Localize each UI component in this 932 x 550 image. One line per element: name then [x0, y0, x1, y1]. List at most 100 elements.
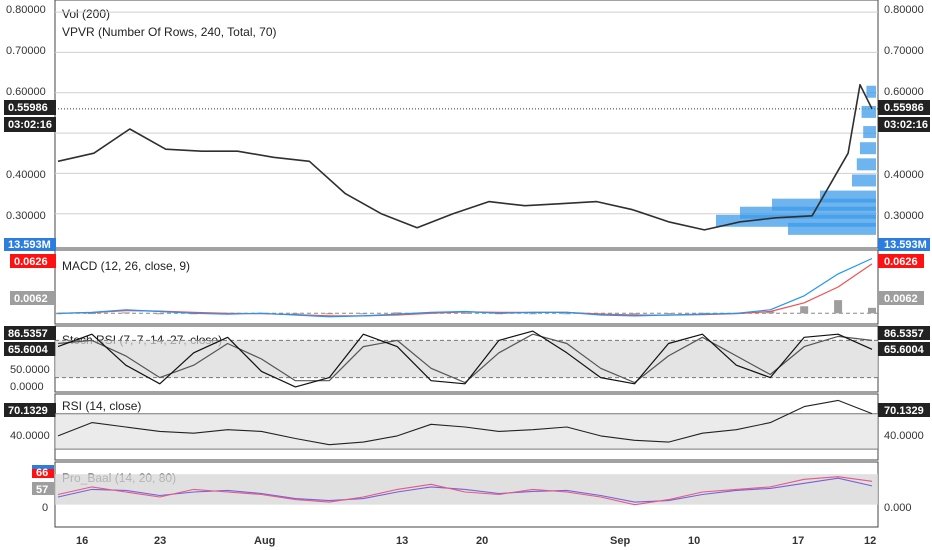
date-axis: 16 23 Aug 13 20 Sep 10 17 12: [76, 535, 876, 547]
countdown-badge-right-text: 03:02:16: [884, 119, 928, 131]
stochrsi-k-badge-right-text: 65.6004: [884, 344, 925, 356]
stochrsi-k-badge-left-text: 65.6004: [8, 344, 49, 356]
rsi-indicator-title[interactable]: RSI (14, close): [62, 399, 141, 413]
macd-panel-frame: [54, 249, 879, 325]
macd-histogram-bar-0: [54, 313, 62, 315]
date-tick-7: 17: [792, 535, 804, 547]
vpvr-bar-7: [860, 142, 876, 155]
stochrsi-k-badge-left: 65.6004: [4, 342, 56, 356]
macd-hist-badge-right-text: 0.0062: [884, 293, 918, 305]
volume-badge-right-text: 13.593M: [884, 239, 927, 251]
price-ytick-right-5: 0.40000: [884, 169, 924, 181]
macd-histogram-bar-23: [834, 300, 843, 314]
price-ytick-right-6: 0.30000: [884, 210, 924, 222]
band-layer: [55, 340, 878, 505]
rsi-ytick-right-0: 40.0000: [884, 430, 924, 442]
date-tick-6: 10: [688, 535, 700, 547]
probaal-ytick-left-0: 0: [42, 502, 48, 514]
date-tick-3: 13: [396, 535, 408, 547]
probaal-badge-b-text: 57: [36, 484, 48, 496]
macd-hist-badge-right: 0.0062: [878, 291, 924, 305]
price-ytick-right-0: 0.80000: [884, 4, 924, 16]
macd-histogram-bar-10: [393, 312, 402, 314]
vpvr-bar-8: [863, 126, 876, 139]
price-ytick-left-0: 0.80000: [6, 4, 46, 16]
macd-histogram-bar-19: [698, 312, 707, 314]
stochrsi-d-line: [57, 333, 873, 384]
vol-indicator-title[interactable]: Vol (200): [62, 7, 110, 21]
rsi-badge-right: 70.1329: [878, 403, 930, 417]
macd-hist-badge-left: 0.0062: [10, 291, 56, 305]
macd-histogram-bar-24: [868, 307, 876, 314]
probaal-line-a: [57, 476, 873, 506]
price-series-line: [57, 83, 873, 231]
date-tick-4: 20: [476, 535, 488, 547]
countdown-badge-left: 03:02:16: [4, 117, 56, 132]
macd-histogram-bar-12: [461, 312, 469, 314]
last-price-badge-left-text: 0.55986: [8, 102, 48, 114]
vpvr-bar-5: [852, 174, 876, 187]
rsi-ytick-left-0: 40.0000: [10, 430, 50, 442]
macd-histogram-bar-3: [155, 313, 164, 315]
macd-badge-left-text: 0.0626: [14, 256, 48, 268]
stochrsi-d-badge-right: 86.5357: [878, 326, 930, 340]
macd-histogram-bar-2: [121, 312, 130, 314]
price-ytick-right-2: 0.60000: [884, 86, 924, 98]
rsi-badge-right-text: 70.1329: [884, 405, 924, 417]
stochrsi-k-badge-right: 65.6004: [878, 342, 930, 356]
vpvr-bar-9: [861, 105, 876, 118]
macd-histogram-bar-22: [800, 306, 809, 314]
price-ytick-left-5: 0.40000: [6, 169, 46, 181]
macd-histogram-bar-17: [630, 313, 639, 315]
vpvr-indicator-title[interactable]: VPVR (Number Of Rows, 240, Total, 70): [62, 25, 277, 39]
vpvr-layer: [716, 85, 876, 235]
stochrsi-ytick-left-1: 0.0000: [10, 381, 44, 393]
macd-histogram-bar-15: [562, 313, 571, 315]
stochrsi-d-badge-left: 86.5357: [4, 326, 56, 340]
probaal-badge-b: 57: [32, 482, 54, 496]
volume-badge-right: 13.593M: [878, 238, 930, 251]
date-tick-0: 16: [76, 535, 88, 547]
macd-histogram-bar-21: [766, 311, 775, 314]
series-layer: [54, 83, 876, 506]
last-price-badge-left: 0.55986: [4, 100, 56, 115]
date-tick-8: 12: [864, 535, 876, 547]
macd-badge-right-text: 0.0626: [884, 256, 918, 268]
volume-badge-left-text: 13.593M: [8, 239, 51, 251]
macd-histogram-bar-14: [528, 313, 537, 315]
volume-badge-left: 13.593M: [4, 238, 56, 251]
rsi-band: [55, 413, 878, 450]
macd-histogram-bar-18: [664, 313, 673, 315]
probaal-line-b: [57, 477, 873, 503]
probaal-ytick-right-0: 0.000: [884, 502, 912, 514]
macd-histogram-bar-1: [87, 313, 96, 315]
price-ytick-left-6: 0.30000: [6, 210, 46, 222]
vpvr-bar-6: [856, 158, 876, 171]
macd-badge-left: 0.0626: [10, 254, 56, 268]
macd-indicator-title[interactable]: MACD (12, 26, close, 9): [62, 259, 190, 273]
stochrsi-k-line: [57, 330, 873, 388]
stochrsi-d-badge-left-text: 86.5357: [8, 328, 48, 340]
macd-hist-badge-left-text: 0.0062: [14, 293, 48, 305]
rsi-badge-left-text: 70.1329: [8, 405, 48, 417]
date-tick-1: 23: [154, 535, 166, 547]
date-tick-2: Aug: [254, 535, 275, 547]
price-ytick-left-2: 0.60000: [6, 86, 46, 98]
date-tick-5: Sep: [610, 535, 630, 547]
countdown-badge-left-text: 03:02:16: [8, 119, 52, 131]
last-price-badge-right-text: 0.55986: [884, 102, 924, 114]
vpvr-bar-4: [820, 190, 876, 203]
macd-histogram-bar-8: [325, 313, 334, 315]
price-ytick-right-1: 0.70000: [884, 45, 924, 57]
macd-line: [57, 257, 873, 318]
probaal-badge-a-text: 66: [36, 467, 48, 479]
macd-badge-right: 0.0626: [878, 254, 924, 268]
rsi-line: [57, 399, 873, 446]
stochrsi-d-badge-right-text: 86.5357: [884, 328, 924, 340]
rsi-badge-left: 70.1329: [4, 403, 56, 417]
last-price-badge-right: 0.55986: [878, 100, 930, 115]
probaal-badge-a: 66: [32, 465, 54, 479]
macd-histogram-bar-7: [291, 313, 300, 315]
vpvr-bar-10: [866, 85, 876, 98]
